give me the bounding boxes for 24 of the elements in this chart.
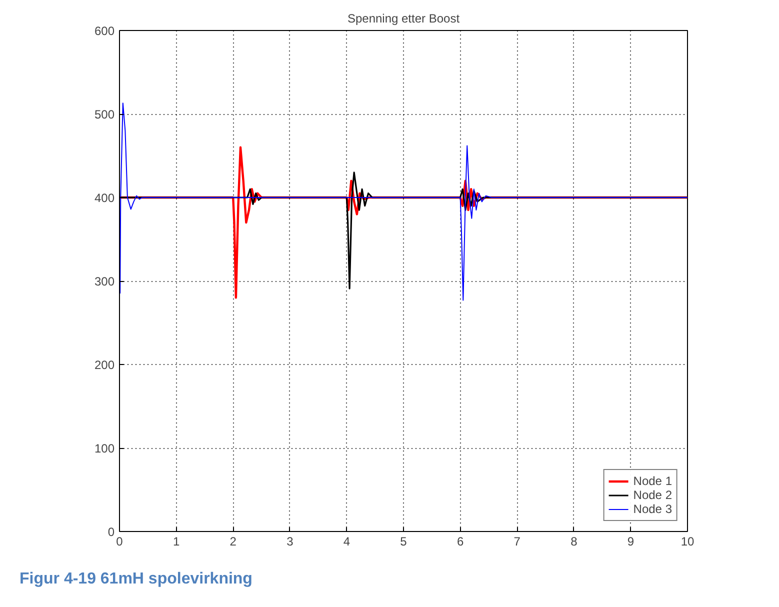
legend-label: Node 2 bbox=[633, 488, 672, 502]
y-tick-label: 500 bbox=[94, 108, 115, 122]
y-tick-label: 400 bbox=[94, 191, 115, 205]
x-tick-label: 8 bbox=[570, 534, 578, 548]
x-tick-label: 6 bbox=[456, 534, 464, 548]
chart-title: Spenning etter Boost bbox=[347, 12, 460, 26]
legend-label: Node 3 bbox=[633, 502, 672, 516]
legend-label: Node 1 bbox=[633, 474, 672, 488]
x-tick-label: 1 bbox=[172, 534, 180, 548]
x-tick-label: 2 bbox=[230, 534, 237, 548]
y-tick-label: 300 bbox=[94, 274, 115, 288]
y-tick-label: 600 bbox=[94, 24, 115, 38]
x-tick-label: 0 bbox=[116, 534, 124, 548]
x-tick-label: 9 bbox=[627, 534, 634, 548]
x-tick-label: 3 bbox=[286, 534, 294, 548]
line-series bbox=[120, 102, 688, 301]
y-tick-label: 0 bbox=[108, 525, 115, 539]
x-tick-label: 4 bbox=[343, 534, 350, 548]
y-tick-label: 100 bbox=[94, 442, 115, 456]
text: Figur 4-19 61mH spolevirkning bbox=[20, 570, 252, 588]
x-tick-label: 5 bbox=[400, 534, 408, 548]
y-tick-label: 200 bbox=[94, 358, 115, 372]
x-tick-label: 7 bbox=[514, 534, 521, 548]
x-tick-label: 10 bbox=[680, 534, 694, 548]
